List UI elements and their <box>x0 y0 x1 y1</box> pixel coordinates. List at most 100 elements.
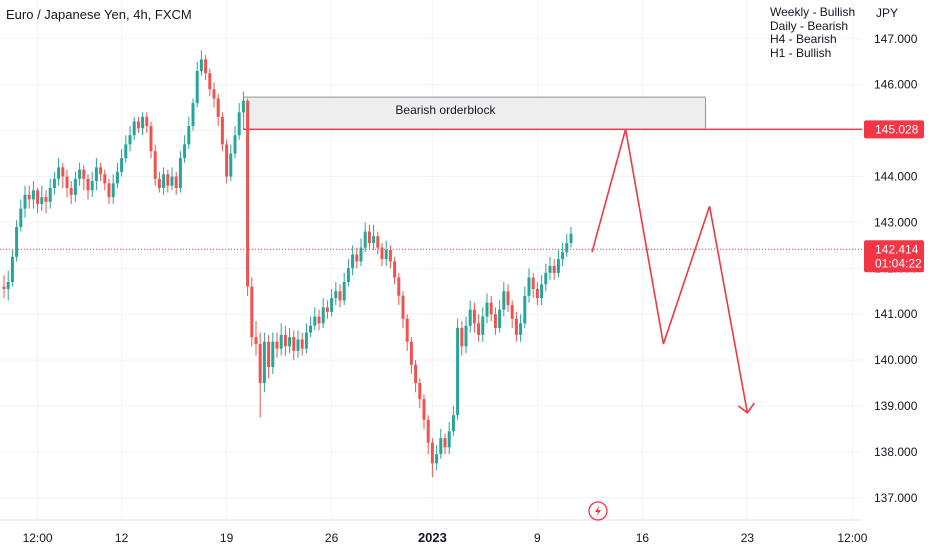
candle-body <box>254 337 258 345</box>
candle-body <box>246 100 250 287</box>
candles <box>2 50 573 478</box>
candle-body <box>149 126 153 152</box>
projection-path[interactable] <box>591 128 749 414</box>
candle-body <box>40 197 44 205</box>
candle-body <box>477 323 481 335</box>
candle-body <box>78 169 82 179</box>
candle-body <box>174 176 178 188</box>
candle-body <box>460 327 464 347</box>
candle-body <box>283 334 287 347</box>
candle-body <box>481 316 485 335</box>
candle-body <box>275 341 279 349</box>
candle-body <box>342 282 346 301</box>
price-tick-label: 146.000 <box>874 78 918 92</box>
candle-body <box>502 291 506 310</box>
candle-body <box>485 302 489 317</box>
candle-body <box>162 174 166 188</box>
candle-body <box>422 399 426 420</box>
candle-body <box>111 183 115 198</box>
candle-body <box>367 231 371 244</box>
candle-body <box>103 174 107 184</box>
candle-body <box>304 332 308 349</box>
candle-body <box>52 178 56 188</box>
price-tick-label: 139.000 <box>874 399 918 413</box>
candle-body <box>220 116 224 145</box>
candle-body <box>556 259 560 273</box>
candle-body <box>443 438 447 448</box>
candle-body <box>115 171 119 184</box>
candle-body <box>447 431 451 448</box>
candle-body <box>225 144 229 177</box>
candle-body <box>414 364 418 384</box>
lightning-icon[interactable] <box>588 501 608 521</box>
bias-weekly: Weekly - Bullish <box>770 5 856 19</box>
bias-h4: H4 - Bearish <box>770 32 837 46</box>
candle-body <box>183 144 187 159</box>
price-tick-label: 144.000 <box>874 170 918 184</box>
candle-body <box>506 291 510 306</box>
candle-body <box>187 126 191 145</box>
projection-arrowhead <box>737 402 756 415</box>
candle-body <box>27 194 31 200</box>
candle-body <box>548 266 552 273</box>
candle-body <box>489 302 493 315</box>
candle-body <box>309 325 313 333</box>
candle-body <box>166 174 170 186</box>
candle-body <box>561 252 565 260</box>
candle-body <box>519 323 523 335</box>
candle-body <box>250 286 254 338</box>
candle-body <box>145 116 149 127</box>
candle-body <box>153 151 157 179</box>
candle-body <box>363 231 367 248</box>
candle-body <box>6 282 10 289</box>
candle-body <box>498 309 502 328</box>
candle-body <box>141 116 145 129</box>
candle-body <box>208 73 212 90</box>
price-tick-label: 140.000 <box>874 353 918 367</box>
candle-body <box>57 167 61 179</box>
candle-body <box>493 314 497 328</box>
price-tick-label: 141.000 <box>874 307 918 321</box>
candle-body <box>128 135 132 145</box>
candle-body <box>426 419 430 443</box>
candle-body <box>325 307 329 312</box>
candle-body <box>90 181 94 191</box>
candle-body <box>346 268 350 283</box>
candle-body <box>569 233 573 244</box>
candle-body <box>262 341 266 384</box>
bias-list: Weekly - Bullish Daily - Bearish H4 - Be… <box>770 5 856 60</box>
candle-body <box>514 318 518 335</box>
candle-body <box>216 98 220 117</box>
candle-body <box>99 167 103 175</box>
time-tick-label: 16 <box>636 531 650 545</box>
candle-body <box>355 254 359 262</box>
candle-body <box>531 277 535 289</box>
time-tick-label: 12:00 <box>837 531 867 545</box>
candle-body <box>288 337 292 347</box>
candle-body <box>15 226 19 257</box>
candle-body <box>136 121 140 129</box>
time-axis[interactable]: 12:00 12 19 26 2023 9 16 23 12:00 <box>23 530 868 545</box>
time-tick-label: 9 <box>534 531 541 545</box>
candle-body <box>544 272 548 285</box>
candle-body <box>313 316 317 326</box>
candle-body <box>120 158 124 172</box>
symbol-title: Euro / Japanese Yen, 4h, FXCM <box>6 7 192 22</box>
price-tick-label: 138.000 <box>874 445 918 459</box>
level-badge: 145.028 <box>864 120 924 139</box>
candle-body <box>258 344 262 384</box>
candle-body <box>94 167 98 182</box>
price-tick-label: 137.000 <box>874 491 918 505</box>
candle-body <box>388 249 392 262</box>
candle-body <box>36 190 40 205</box>
level-badge-bg <box>864 120 924 139</box>
candle-countdown: 01:04:22 <box>875 256 922 270</box>
candle-body <box>279 334 283 349</box>
bias-h1: H1 - Bullish <box>770 45 832 60</box>
candle-body <box>317 316 321 324</box>
orderblock-zone[interactable]: Bearish orderblock <box>242 96 706 130</box>
candle-body <box>456 327 460 416</box>
orderblock-label: Bearish orderblock <box>395 103 496 117</box>
candle-body <box>535 288 539 299</box>
